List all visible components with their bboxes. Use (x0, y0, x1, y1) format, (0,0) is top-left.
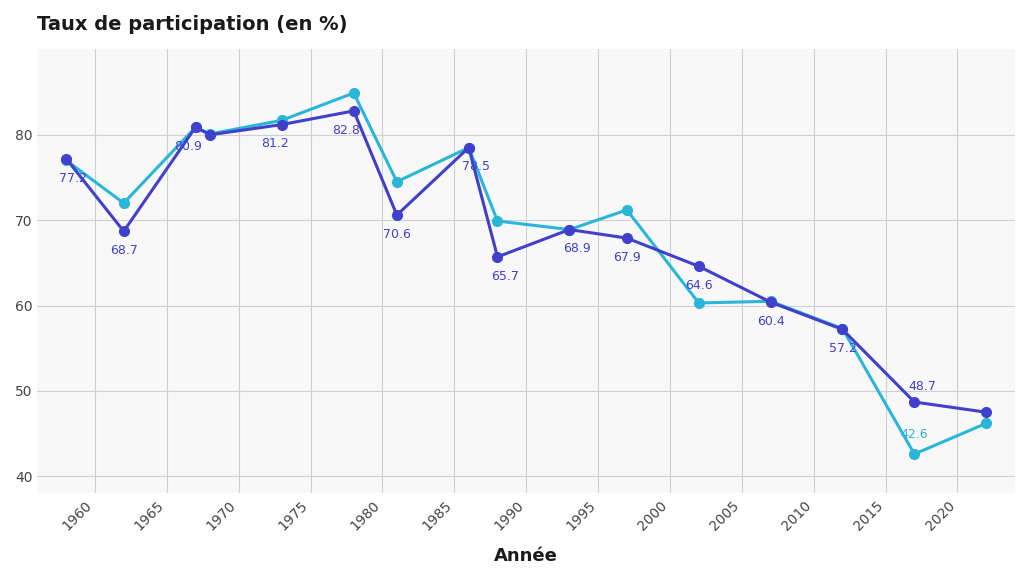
Text: 78.5: 78.5 (461, 161, 490, 173)
Text: 70.6: 70.6 (383, 228, 411, 241)
Text: 48.7: 48.7 (908, 380, 936, 393)
Text: 67.9: 67.9 (613, 251, 641, 264)
Text: 81.2: 81.2 (261, 137, 288, 150)
X-axis label: Année: Année (494, 547, 558, 565)
Text: 65.7: 65.7 (490, 270, 519, 282)
Text: 82.8: 82.8 (333, 124, 360, 137)
Text: 60.4: 60.4 (757, 315, 785, 328)
Text: 80.9: 80.9 (174, 140, 202, 153)
Text: 42.6: 42.6 (900, 428, 928, 441)
Text: 68.7: 68.7 (110, 244, 138, 257)
Text: 64.6: 64.6 (685, 279, 713, 292)
Text: Taux de participation (en %): Taux de participation (en %) (37, 15, 348, 34)
Text: 68.9: 68.9 (562, 242, 590, 255)
Text: 57.2: 57.2 (828, 342, 856, 355)
Text: 77.2: 77.2 (60, 172, 88, 184)
